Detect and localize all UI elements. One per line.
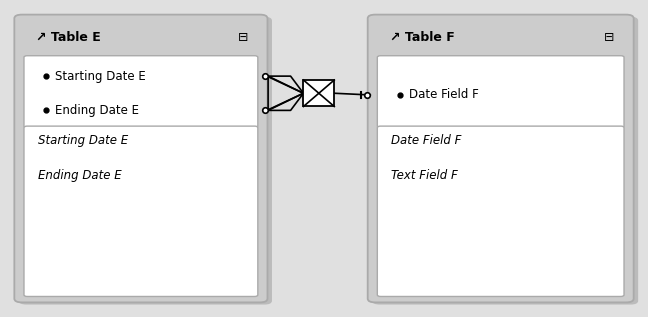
- FancyBboxPatch shape: [372, 17, 638, 305]
- FancyBboxPatch shape: [14, 15, 268, 302]
- Text: Starting Date E: Starting Date E: [56, 70, 146, 83]
- Text: ↗ Table E: ↗ Table E: [36, 30, 101, 43]
- Text: ⊟: ⊟: [604, 30, 614, 43]
- FancyBboxPatch shape: [24, 126, 258, 296]
- FancyBboxPatch shape: [19, 17, 272, 305]
- FancyBboxPatch shape: [377, 126, 624, 296]
- Text: Ending Date E: Ending Date E: [56, 104, 139, 117]
- FancyBboxPatch shape: [24, 56, 258, 127]
- Bar: [303, 80, 334, 107]
- Text: ↗ Table F: ↗ Table F: [389, 30, 454, 43]
- Text: Starting Date E: Starting Date E: [38, 134, 128, 147]
- Text: Date Field F: Date Field F: [409, 88, 479, 101]
- FancyBboxPatch shape: [377, 56, 624, 127]
- Text: Date Field F: Date Field F: [391, 134, 462, 147]
- FancyBboxPatch shape: [367, 15, 634, 302]
- Text: Ending Date E: Ending Date E: [38, 170, 122, 183]
- Text: ⊟: ⊟: [238, 30, 248, 43]
- Text: Text Field F: Text Field F: [391, 170, 458, 183]
